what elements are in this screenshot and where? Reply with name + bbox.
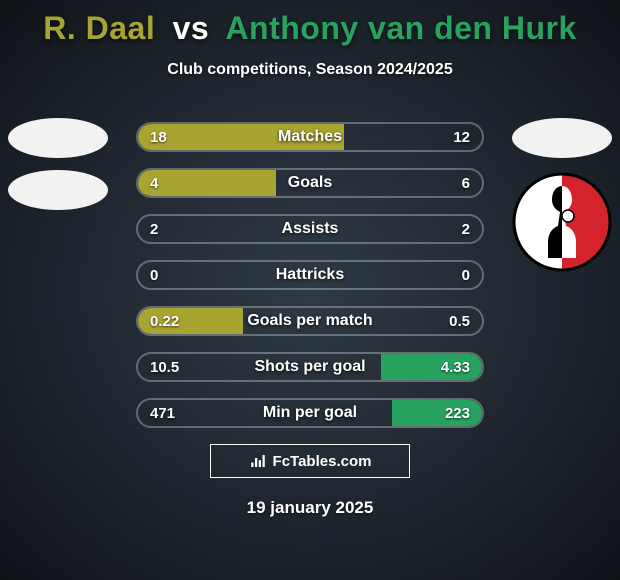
stat-label: Assists [138, 216, 482, 242]
stat-value-left: 0 [138, 262, 170, 288]
stat-row: 10.54.33Shots per goal [136, 352, 484, 382]
stat-value-left: 0.22 [138, 308, 191, 334]
subtitle: Club competitions, Season 2024/2025 [0, 61, 620, 79]
player1-avatar [8, 118, 108, 158]
player1-name: R. Daal [43, 10, 155, 46]
stat-value-right: 2 [450, 216, 482, 242]
player2-name: Anthony van den Hurk [225, 10, 576, 46]
stat-value-right: 223 [433, 400, 482, 426]
stat-value-left: 4 [138, 170, 170, 196]
stat-row: 46Goals [136, 168, 484, 198]
stat-value-left: 10.5 [138, 354, 191, 380]
stat-rows: 1812Matches46Goals22Assists00Hattricks0.… [136, 122, 484, 444]
stat-value-right: 6 [450, 170, 482, 196]
stat-value-right: 0 [450, 262, 482, 288]
stat-value-left: 2 [138, 216, 170, 242]
chart-icon [249, 452, 267, 470]
stat-row: 0.220.5Goals per match [136, 306, 484, 336]
comparison-title: R. Daal vs Anthony van den Hurk [0, 0, 620, 47]
stat-row: 0 0Hattricks [136, 260, 484, 290]
player1-club-badge [8, 170, 108, 210]
stat-value-left: 18 [138, 124, 179, 150]
stat-row: 2 2Assists [136, 214, 484, 244]
stat-label: Hattricks [138, 262, 482, 288]
player2-club-badge [512, 172, 612, 272]
stat-value-right: 4.33 [429, 354, 482, 380]
stat-value-left: 471 [138, 400, 187, 426]
player2-avatar [512, 118, 612, 158]
stat-value-right: 12 [441, 124, 482, 150]
stat-value-right: 0.5 [437, 308, 482, 334]
date-label: 19 january 2025 [0, 498, 620, 518]
branding-text: FcTables.com [273, 453, 372, 470]
stat-row: 1812Matches [136, 122, 484, 152]
stat-row: 471223Min per goal [136, 398, 484, 428]
branding-box: FcTables.com [210, 444, 410, 478]
vs-label: vs [173, 10, 210, 46]
helmond-sport-icon [512, 172, 612, 272]
